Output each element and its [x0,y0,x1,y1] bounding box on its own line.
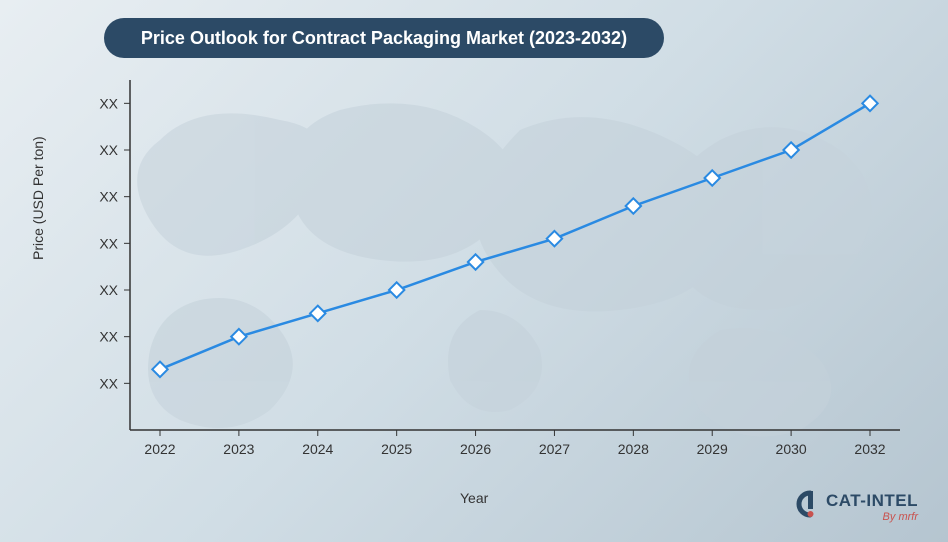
svg-text:2024: 2024 [302,441,333,457]
brand-logo: CAT-INTEL By mrfr [792,489,918,524]
brand-logo-icon [792,489,820,524]
brand-logo-text: CAT-INTEL [826,491,918,511]
svg-text:XX: XX [99,235,118,251]
brand-logo-subtext: By mrfr [826,511,918,523]
svg-text:XX: XX [99,95,118,111]
svg-text:2023: 2023 [223,441,254,457]
svg-text:2025: 2025 [381,441,412,457]
svg-text:XX: XX [99,142,118,158]
svg-text:2030: 2030 [776,441,807,457]
svg-text:2029: 2029 [697,441,728,457]
svg-text:XX: XX [99,282,118,298]
svg-text:2026: 2026 [460,441,491,457]
svg-text:2028: 2028 [618,441,649,457]
chart-svg: XX XX XX XX XX XX XX 2022 2023 2024 2025 2026 2027 20… [80,80,900,480]
chart-title: Price Outlook for Contract Packaging Mar… [104,18,664,58]
y-axis-label: Price (USD Per ton) [30,136,46,260]
x-axis-label: Year [460,490,488,506]
svg-text:XX: XX [99,375,118,391]
svg-text:XX: XX [99,329,118,345]
svg-text:2022: 2022 [144,441,175,457]
chart-area: XX XX XX XX XX XX XX 2022 2023 2024 2025 2026 2027 20… [80,80,900,480]
svg-text:XX: XX [99,189,118,205]
svg-text:2032: 2032 [854,441,885,457]
svg-text:2027: 2027 [539,441,570,457]
